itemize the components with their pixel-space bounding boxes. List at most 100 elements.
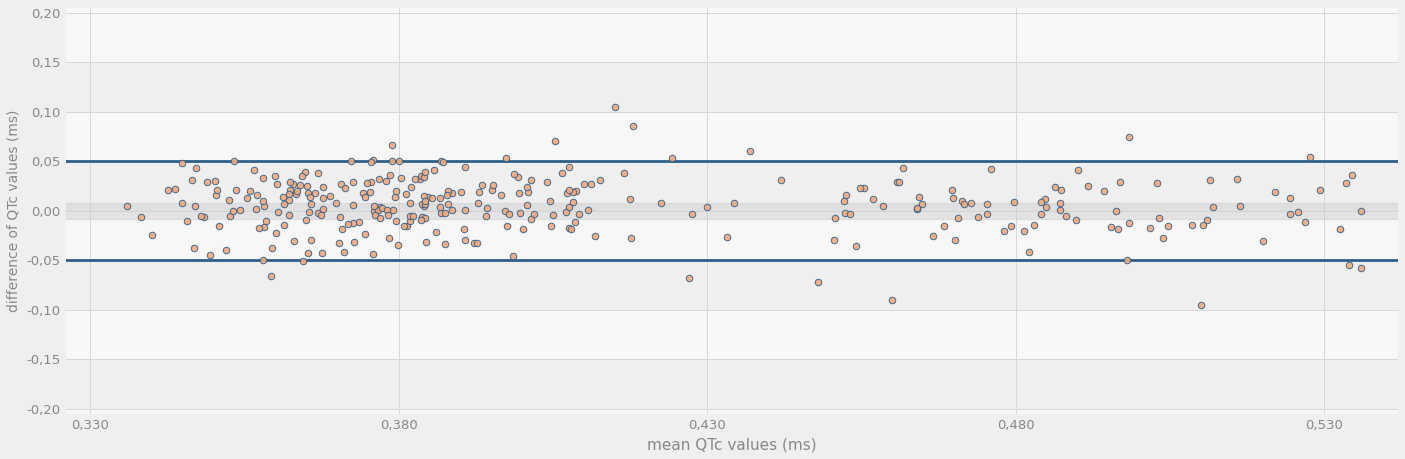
- Point: [295, 217, 318, 224]
- Point: [312, 194, 334, 202]
- Point: [358, 189, 381, 196]
- Point: [422, 194, 444, 202]
- Point: [558, 186, 580, 194]
- Point: [330, 225, 353, 233]
- Point: [382, 206, 405, 213]
- Point: [677, 274, 700, 282]
- Point: [542, 212, 565, 219]
- Point: [1066, 167, 1089, 174]
- Point: [278, 196, 301, 203]
- Point: [413, 200, 436, 207]
- Point: [476, 204, 499, 211]
- Point: [503, 170, 525, 178]
- Point: [303, 189, 326, 196]
- Point: [395, 223, 417, 230]
- Point: [888, 179, 910, 186]
- Point: [535, 179, 558, 186]
- Point: [1030, 211, 1052, 218]
- Point: [1190, 301, 1213, 308]
- Point: [377, 206, 399, 213]
- Point: [399, 199, 422, 207]
- Point: [573, 180, 596, 188]
- Point: [367, 206, 389, 213]
- Point: [296, 249, 319, 257]
- Point: [260, 273, 282, 280]
- Point: [1148, 215, 1170, 222]
- Point: [556, 189, 579, 196]
- Point: [351, 189, 374, 196]
- Point: [429, 203, 451, 211]
- Point: [429, 194, 451, 202]
- Point: [437, 201, 459, 208]
- Point: [403, 175, 426, 183]
- Point: [520, 216, 542, 223]
- Point: [1034, 196, 1057, 203]
- Point: [190, 212, 212, 219]
- Point: [649, 199, 672, 206]
- Point: [370, 214, 392, 222]
- Point: [1076, 183, 1099, 190]
- Point: [910, 200, 933, 207]
- Point: [558, 163, 580, 171]
- Point: [441, 189, 464, 196]
- Point: [181, 176, 204, 183]
- Point: [362, 207, 385, 214]
- Point: [523, 211, 545, 218]
- Point: [993, 227, 1016, 235]
- Point: [440, 206, 462, 213]
- Point: [544, 138, 566, 145]
- Point: [1198, 176, 1221, 184]
- Point: [378, 171, 400, 179]
- Point: [1044, 183, 1066, 190]
- Point: [414, 239, 437, 246]
- Point: [171, 159, 194, 167]
- Point: [433, 158, 455, 166]
- Point: [254, 217, 277, 224]
- Point: [176, 217, 198, 224]
- Point: [247, 224, 270, 231]
- Point: [454, 164, 476, 171]
- Point: [414, 214, 437, 221]
- Point: [1030, 198, 1052, 206]
- Point: [1050, 199, 1072, 207]
- Point: [192, 213, 215, 221]
- Point: [417, 194, 440, 201]
- Point: [312, 184, 334, 191]
- Point: [976, 210, 999, 217]
- Point: [495, 207, 517, 215]
- Point: [333, 248, 355, 255]
- Point: [613, 169, 635, 176]
- Point: [292, 257, 315, 265]
- Point: [311, 250, 333, 257]
- Point: [475, 213, 497, 220]
- Point: [251, 175, 274, 182]
- Point: [950, 198, 972, 205]
- Point: [222, 207, 244, 215]
- Point: [1228, 203, 1250, 210]
- Point: [312, 206, 334, 213]
- Point: [377, 212, 399, 219]
- Point: [953, 201, 975, 208]
- Point: [516, 202, 538, 209]
- Point: [559, 225, 582, 232]
- Point: [1335, 179, 1357, 186]
- Point: [1100, 223, 1123, 230]
- Point: [496, 223, 518, 230]
- Point: [1279, 211, 1301, 218]
- Bar: [66, 203, 1398, 218]
- Point: [502, 252, 524, 260]
- Point: [563, 218, 586, 226]
- Point: [157, 187, 180, 194]
- Point: [1145, 179, 1168, 186]
- Point: [205, 191, 228, 198]
- Point: [551, 169, 573, 176]
- Point: [354, 231, 377, 238]
- Point: [1117, 219, 1139, 227]
- Point: [580, 180, 603, 188]
- Point: [471, 181, 493, 188]
- Point: [253, 202, 275, 210]
- Point: [410, 213, 433, 221]
- Point: [389, 174, 412, 181]
- Point: [208, 223, 230, 230]
- Point: [219, 212, 242, 219]
